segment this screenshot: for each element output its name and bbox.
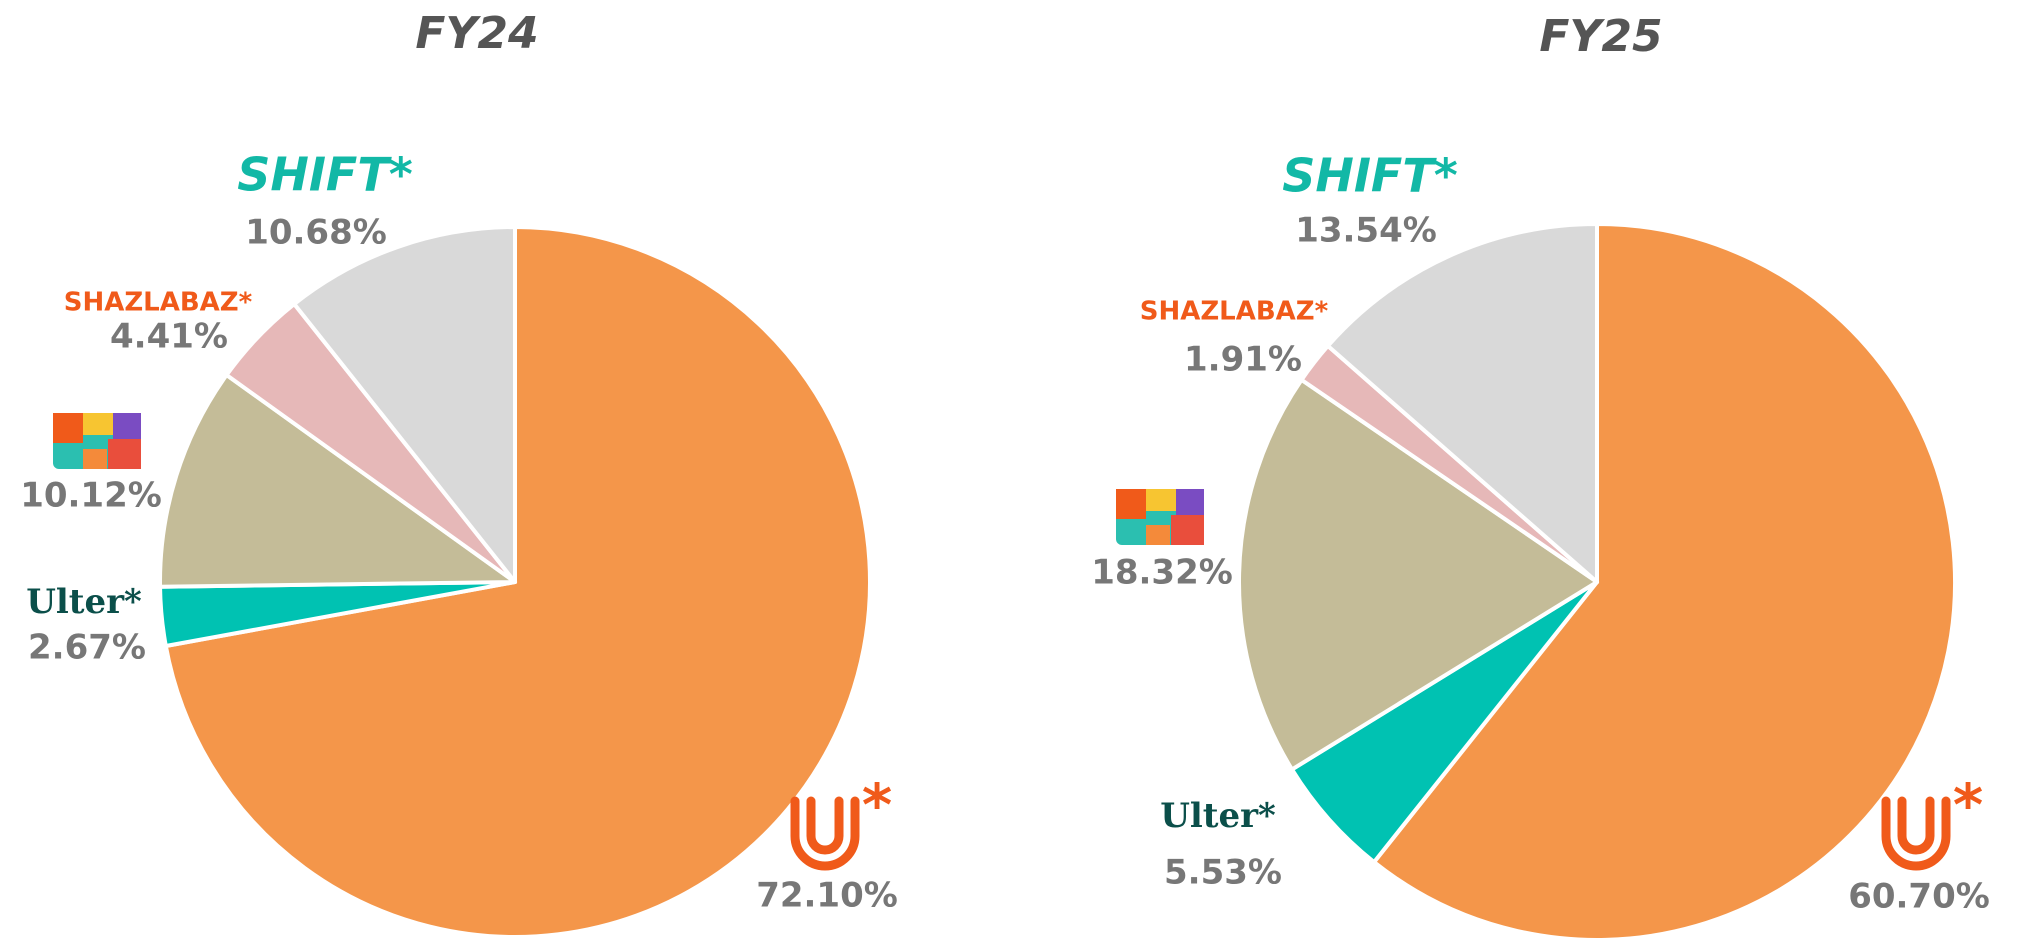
slice-name: SHAZLABAZ* xyxy=(64,288,253,318)
slice-name: SHAZLABAZ* xyxy=(1140,297,1329,327)
pie-slice xyxy=(1237,377,1599,772)
card-piece xyxy=(1146,525,1170,545)
card-piece xyxy=(1171,515,1204,545)
brand-logo: * xyxy=(1881,771,1983,871)
value-label: 5.53% xyxy=(1164,853,1282,893)
value-label: 72.10% xyxy=(756,876,898,916)
brand-logo: * xyxy=(790,771,892,871)
pie-slice xyxy=(163,225,872,939)
pie-slice xyxy=(1372,222,1957,941)
card-piece xyxy=(1176,489,1204,517)
card-piece xyxy=(113,413,141,441)
slice-name: SHIFT* xyxy=(237,148,413,202)
card-piece xyxy=(1146,489,1176,511)
logo-asterisk: * xyxy=(1953,771,1983,839)
value-label: 10.12% xyxy=(20,476,162,516)
card-piece xyxy=(53,413,83,443)
value-label: 60.70% xyxy=(1848,877,1990,917)
slice-name: Ulter* xyxy=(26,582,142,622)
chart-title: FY25 xyxy=(1539,11,1662,62)
logo-shape xyxy=(790,796,860,871)
chart-title: FY24 xyxy=(415,8,538,59)
slice-name: Ulter* xyxy=(1160,796,1276,836)
brand-card xyxy=(53,413,141,469)
brand-card xyxy=(1116,489,1204,545)
pie-slice xyxy=(292,225,517,584)
value-label: 1.91% xyxy=(1184,340,1302,380)
value-label: 2.67% xyxy=(28,628,146,668)
pie-slice xyxy=(158,373,517,589)
logo-shape xyxy=(1881,796,1951,871)
value-label: 10.68% xyxy=(245,213,387,253)
slice-name: SHIFT* xyxy=(1282,149,1458,203)
value-label: 4.41% xyxy=(110,317,228,357)
card-piece xyxy=(83,413,113,435)
card-piece xyxy=(108,439,141,469)
pie-slice xyxy=(1325,222,1599,584)
card-piece xyxy=(1116,489,1146,519)
value-label: 13.54% xyxy=(1295,211,1437,251)
card-piece xyxy=(83,449,107,469)
value-label: 18.32% xyxy=(1091,553,1233,593)
logo-asterisk: * xyxy=(862,771,892,839)
